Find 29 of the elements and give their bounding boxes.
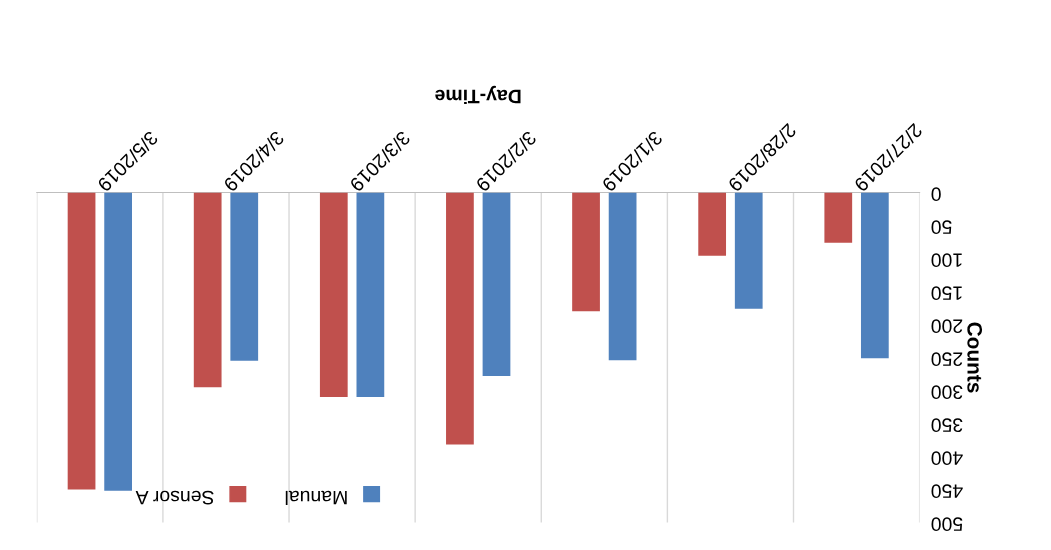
y-tick-label: 100 — [931, 253, 962, 268]
y-axis-title: Counts — [967, 322, 983, 393]
bar — [446, 192, 474, 445]
x-axis-title: Day-Time — [435, 85, 521, 104]
y-tick-label: 300 — [931, 385, 963, 400]
bar — [608, 192, 637, 361]
y-tick-label: 50 — [931, 220, 952, 235]
legend-label: Sensor A — [135, 490, 214, 505]
y-tick-label: 500 — [931, 517, 963, 532]
bar — [104, 192, 133, 491]
bar — [356, 192, 385, 398]
bar — [230, 192, 259, 361]
bar — [193, 192, 222, 388]
bar — [319, 192, 348, 398]
y-tick-label: 450 — [931, 484, 963, 499]
y-tick-label: 200 — [931, 319, 963, 334]
bar — [572, 192, 600, 312]
bar — [734, 192, 763, 309]
y-tick-label: 250 — [931, 352, 963, 367]
bar — [67, 192, 96, 490]
y-tick-label: 150 — [931, 286, 962, 301]
y-tick-label: 0 — [931, 187, 941, 202]
bar — [860, 192, 889, 359]
bar — [824, 192, 853, 243]
bar — [482, 192, 511, 376]
legend-label: Manual — [285, 490, 347, 505]
y-tick-label: 350 — [931, 418, 963, 433]
bar — [698, 192, 727, 256]
y-tick-label: 400 — [931, 451, 963, 466]
